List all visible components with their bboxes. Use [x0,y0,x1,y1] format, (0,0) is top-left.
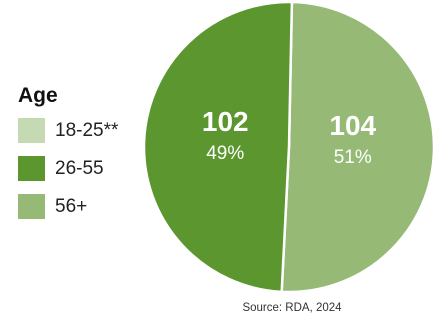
legend-swatch-56-plus [18,194,45,219]
legend-label-56-plus: 56+ [55,196,88,217]
pie-slice-26-55 [142,0,294,294]
source-note: Source: RDA, 2024 [242,302,342,314]
legend-item-26-55: 26-55 [18,155,118,182]
slice-percent-label-56: 51% [334,147,372,168]
legend-title: Age [18,84,58,107]
legend-item-56-plus: 56+ [18,193,118,220]
legend-label-26-55: 26-55 [55,158,104,179]
slice-value-label-56: 104 [329,110,376,141]
legend-item-18-25: 18-25** [18,117,118,144]
slice-percent-label-26-55: 49% [206,143,244,164]
legend: Age 18-25** 26-55 56+ [18,84,118,231]
legend-label-18-25: 18-25** [55,120,119,141]
legend-swatch-18-25 [18,118,45,143]
slice-value-label-26-55: 102 [202,106,249,137]
legend-swatch-26-55 [18,156,45,181]
pie-slice-56 [280,0,436,294]
